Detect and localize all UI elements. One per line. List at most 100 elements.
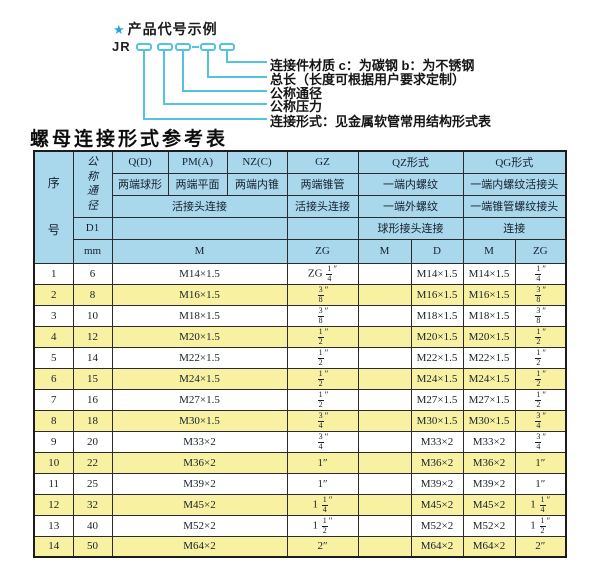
qz-d-value: M22×1.5 xyxy=(410,346,464,369)
callout-label-nominal-pressure: 公称压力 xyxy=(270,99,323,114)
gz-zg-size: 3 8 ″ xyxy=(286,304,359,327)
m-thread: M45×2 xyxy=(111,493,288,516)
callout-label-total-length: 总长（长度可根据用户要求定制） xyxy=(270,72,466,87)
header-qz-form: QZ形式 xyxy=(357,150,464,174)
header-union-connection: 活接头连接 xyxy=(111,194,288,218)
table-row: 6 15 M24×1.5 1 2 ″ M24×1.5 M24×1.5 1 2 ″ xyxy=(33,367,567,390)
qg-m-value: M36×2 xyxy=(462,451,516,474)
qg-m-value: M16×1.5 xyxy=(462,283,516,306)
header-pm-desc: 两端平面 xyxy=(167,172,228,196)
row-number: 11 xyxy=(33,472,74,495)
callout-line xyxy=(226,61,267,63)
callout-line xyxy=(163,51,165,105)
qz-m-value xyxy=(357,262,412,285)
m-thread: M64×2 xyxy=(111,535,288,558)
row-number: 1 xyxy=(33,262,74,285)
table-title: 螺母连接形式参考表 xyxy=(30,129,229,150)
code-box-3 xyxy=(175,43,191,51)
gz-zg-size: 1 2 ″ xyxy=(286,346,359,369)
row-number: 10 xyxy=(33,451,74,474)
qz-d-value: M24×1.5 xyxy=(410,367,464,390)
qg-zg-size: 1 2 ″ xyxy=(514,367,567,390)
m-thread: M52×2 xyxy=(111,514,288,537)
table-row: 4 12 M20×1.5 1 2 ″ M20×1.5 M20×1.5 1 2 ″ xyxy=(33,325,567,348)
diameter-mm: 25 xyxy=(72,472,113,495)
table-row: 9 20 M33×2 3 4 ″ M33×2 M33×2 3 4 ″ xyxy=(33,430,567,453)
header-empty-gz xyxy=(286,216,359,240)
gz-zg-size: 3 8 ″ xyxy=(286,283,359,306)
diameter-mm: 12 xyxy=(72,325,113,348)
m-thread: M24×1.5 xyxy=(111,367,288,390)
qz-d-value: M39×2 xyxy=(410,472,464,495)
product-code-example-title: ★ 产品代号示例 xyxy=(113,19,218,39)
header-seq: 序号 xyxy=(33,150,74,264)
header-nz-desc: 两端内锥 xyxy=(226,172,288,196)
qz-m-value xyxy=(357,367,412,390)
callout-label-connection-form: 连接形式：见金属软管常用结构形式表 xyxy=(270,114,492,129)
qz-m-value xyxy=(357,535,412,558)
table-row: 8 18 M30×1.5 3 4 ″ M30×1.5 M30×1.5 3 4 ″ xyxy=(33,409,567,432)
table-row: 5 14 M22×1.5 1 2 ″ M22×1.5 M22×1.5 1 2 ″ xyxy=(33,346,567,369)
callout-label-nominal-diameter: 公称通径 xyxy=(270,86,323,101)
table-body: 1 6 M14×1.5 ZG 1 4 ″ M14×1.5 M14×1.5 1 4 ″ 2 8 M16×1.… xyxy=(33,262,567,558)
diameter-mm: 8 xyxy=(72,283,113,306)
code-box-4 xyxy=(200,43,216,51)
row-number: 6 xyxy=(33,367,74,390)
header-q-desc: 两端球形 xyxy=(111,172,169,196)
qg-m-value: M27×1.5 xyxy=(462,388,516,411)
m-thread: M14×1.5 xyxy=(111,262,288,285)
gz-zg-size: 1 2 ″ xyxy=(286,388,359,411)
nut-connection-table: 序号 公称通径 Q(D) PM(A) NZ(C) GZ QZ形式 QG形式 两端… xyxy=(33,150,568,558)
qg-zg-size: 1 2 ″ xyxy=(514,388,567,411)
qg-m-value: M24×1.5 xyxy=(462,367,516,390)
header-nominal-diameter: 公称通径 xyxy=(72,150,113,218)
qg-zg-size: 1 1 4 ″ xyxy=(514,493,567,516)
row-number: 13 xyxy=(33,514,74,537)
star-icon: ★ xyxy=(113,22,126,37)
qg-zg-size: 3 8 ″ xyxy=(514,283,567,306)
header-gz-connection: 活接头连接 xyxy=(286,194,359,218)
table-row: 14 50 M64×2 2″ M64×2 M64×2 2″ xyxy=(33,535,567,558)
diameter-mm: 20 xyxy=(72,430,113,453)
header-qg-desc2: 一端锥管螺纹接头 xyxy=(462,194,567,218)
code-dash xyxy=(192,46,199,48)
qz-m-value xyxy=(357,514,412,537)
header-empty xyxy=(111,216,288,240)
qg-m-value: M30×1.5 xyxy=(462,409,516,432)
gz-zg-size: 3 4 ″ xyxy=(286,409,359,432)
qg-zg-size: 3 8 ″ xyxy=(514,304,567,327)
callout-line xyxy=(182,90,267,92)
diameter-mm: 16 xyxy=(72,388,113,411)
diameter-mm: 14 xyxy=(72,346,113,369)
code-box-2 xyxy=(157,43,173,51)
qg-m-value: M64×2 xyxy=(462,535,516,558)
header-qg-zg-col: ZG xyxy=(514,238,567,264)
code-box-5 xyxy=(219,43,235,51)
qz-m-value xyxy=(357,472,412,495)
qz-d-value: M33×2 xyxy=(410,430,464,453)
qg-zg-size: 1 1 2 ″ xyxy=(514,514,567,537)
qz-d-value: M30×1.5 xyxy=(410,409,464,432)
diameter-mm: 6 xyxy=(72,262,113,285)
row-number: 8 xyxy=(33,409,74,432)
gz-zg-size: 2″ xyxy=(286,535,359,558)
header-qz-d-col: D xyxy=(410,238,464,264)
gz-zg-size: ZG 1 4 ″ xyxy=(286,262,359,285)
m-thread: M30×1.5 xyxy=(111,409,288,432)
qz-d-value: M18×1.5 xyxy=(410,304,464,327)
m-thread: M16×1.5 xyxy=(111,283,288,306)
diameter-mm: 40 xyxy=(72,514,113,537)
header-qg-desc1: 一端内螺纹活接头 xyxy=(462,172,567,196)
qz-d-value: M52×2 xyxy=(410,514,464,537)
qz-m-value xyxy=(357,451,412,474)
table-row: 11 25 M39×2 1″ M39×2 M39×2 1″ xyxy=(33,472,567,495)
callout-line xyxy=(143,51,145,120)
gz-zg-size: 1″ xyxy=(286,472,359,495)
qg-zg-size: 3 4 ″ xyxy=(514,430,567,453)
row-number: 3 xyxy=(33,304,74,327)
qz-m-value xyxy=(357,388,412,411)
callout-line xyxy=(226,51,228,63)
qz-d-value: M14×1.5 xyxy=(410,262,464,285)
header-mm: mm xyxy=(72,238,113,264)
m-thread: M27×1.5 xyxy=(111,388,288,411)
